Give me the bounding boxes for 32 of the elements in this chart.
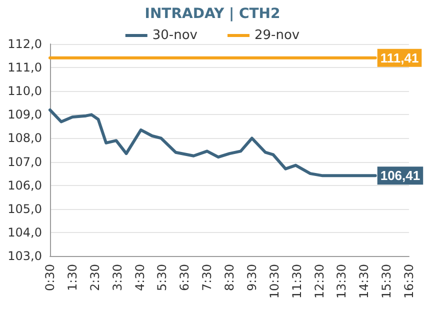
x-tick-label: 1:30 <box>65 264 80 291</box>
x-tick-label: 4:30 <box>132 264 147 291</box>
x-tick-label: 7:30 <box>200 264 214 291</box>
y-tick-label: 103,0 <box>8 249 42 263</box>
x-tick-label: 2:30 <box>88 264 102 291</box>
x-tick-label: 6:30 <box>178 264 192 291</box>
y-tick-label: 107,0 <box>8 154 42 169</box>
x-tick-label: 9:30 <box>244 264 259 291</box>
y-tick-label: 108,0 <box>8 131 42 146</box>
legend-label: 30-nov <box>152 28 198 43</box>
x-tick-label: 8:30 <box>222 264 236 291</box>
x-tick-label: 0:30 <box>43 264 57 291</box>
data-label: 111,41 <box>380 50 419 66</box>
chart-title: INTRADAY | CTH2 <box>144 6 280 22</box>
x-tick-label: 15:30 <box>380 264 394 299</box>
x-tick-label: 13:30 <box>334 264 349 299</box>
x-tick-label: 5:30 <box>155 264 170 291</box>
y-tick-label: 109,0 <box>8 108 42 122</box>
x-tick-label: 10:30 <box>267 264 282 299</box>
data-label: 106,41 <box>380 168 420 184</box>
y-tick-label: 106,0 <box>8 178 42 192</box>
legend-label: 29-nov <box>254 28 300 43</box>
x-tick-label: 16:30 <box>402 264 416 299</box>
y-tick-label: 112,0 <box>8 37 42 51</box>
y-tick-label: 111,0 <box>8 60 42 75</box>
x-tick-label: 14:30 <box>357 264 372 299</box>
x-tick-label: 11:30 <box>290 264 304 299</box>
x-tick-label: 3:30 <box>110 264 124 291</box>
y-tick-label: 104,0 <box>8 225 42 240</box>
y-tick-label: 110,0 <box>8 84 42 98</box>
x-tick-label: 12:30 <box>312 264 326 299</box>
y-tick-label: 105,0 <box>8 202 42 216</box>
